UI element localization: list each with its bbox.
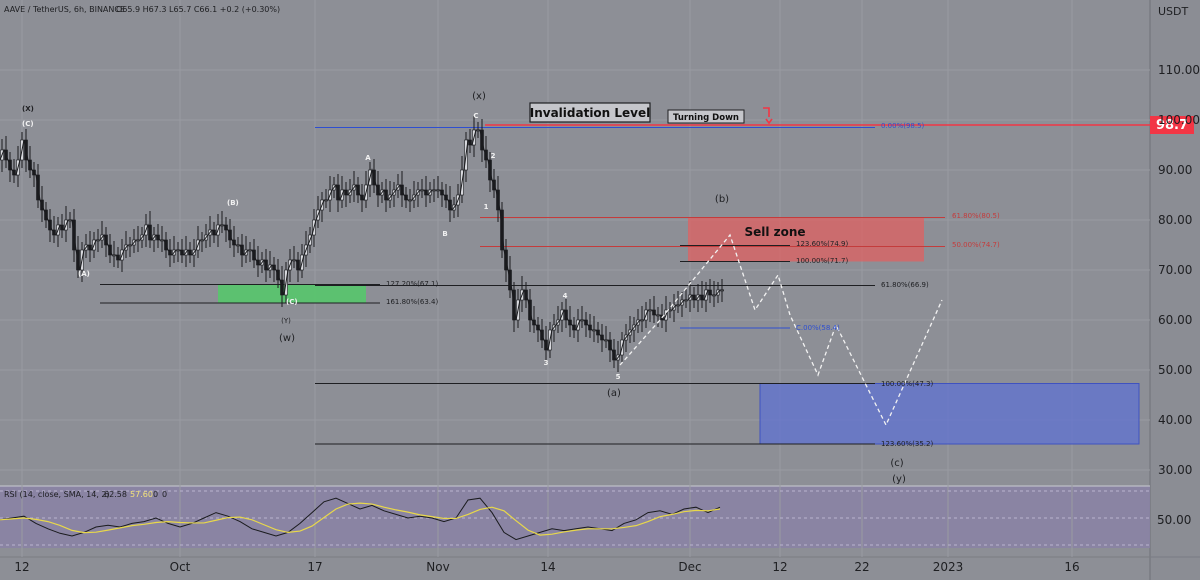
x-tick-label: 2023 (933, 560, 964, 574)
last-price-value: 98.7 (1156, 118, 1188, 133)
currency-label: USDT (1158, 5, 1189, 18)
wave-label-w: (w) (279, 333, 295, 344)
y-tick-label: 50.00 (1158, 363, 1192, 377)
y-tick-label: 40.00 (1158, 413, 1192, 427)
x-tick-label: Oct (170, 560, 191, 574)
y-axis-ticks: 110.00 100.00 90.00 80.00 70.00 60.00 50.00 40.… (1158, 63, 1200, 477)
wave-label-c: C (473, 112, 478, 120)
fib-label-1272: 127.20%(67.1) (386, 280, 438, 288)
wave-label-1: 1 (484, 203, 489, 211)
down-arrow-icon (763, 107, 773, 125)
wave-label-3: 3 (544, 359, 549, 367)
x-tick-label: Dec (678, 560, 701, 574)
turning-down-box (667, 109, 745, 124)
wave-label-x-left: (X) (22, 105, 34, 113)
y-tick-label: 80.00 (1158, 213, 1192, 227)
projection-path (619, 233, 943, 427)
y-tick-label: 60.00 (1158, 313, 1192, 327)
x-tick-label: Nov (426, 560, 449, 574)
rsi-tick: 50.00 (1157, 513, 1191, 527)
wave-label-c-small: (c) (890, 458, 903, 469)
price-axis-panel (1150, 0, 1200, 580)
last-price-tag (1150, 116, 1194, 134)
fib-label-1618: 161.80%(63.4) (386, 298, 438, 306)
wave-label-c-low: (C) (286, 298, 298, 306)
wave-label-a-paren: (A) (78, 270, 90, 278)
rsi-ma-line (0, 502, 721, 536)
fib-label-0: 0.00%(98.5) (881, 122, 925, 130)
fib-label-1236-352: 123.60%(35.2) (881, 440, 933, 448)
symbol-title: AAVE / TetherUS, 6h, BINANCE (4, 5, 125, 14)
rsi-label: RSI (14, close, SMA, 14, 2) (4, 490, 110, 499)
turning-down-label: Turning Down (673, 113, 739, 123)
x-tick-label: 22 (854, 560, 869, 574)
fib-label-618-669: 61.80%(66.9) (881, 281, 929, 289)
wave-label-b-paren: (B) (227, 199, 239, 207)
fib-label-100-473: 100.00%(47.3) (881, 380, 933, 388)
fib-label-100-717: 100.00%(71.7) (796, 257, 848, 265)
ohlc-values: O65.9 H67.3 L65.7 C66.1 +0.2 (+0.30%) (116, 5, 280, 14)
wave-label-4: 4 (563, 292, 568, 300)
wave-label-c-left: (C) (22, 120, 34, 128)
wave-label-2: 2 (491, 152, 496, 160)
wave-label-a-small: (a) (607, 388, 621, 399)
sell-zone-box (688, 217, 924, 262)
wave-label-5: 5 (616, 373, 621, 381)
wave-label-b: B (442, 230, 447, 238)
x-tick-label: 14 (540, 560, 555, 574)
wave-label-y-low: (Y) (281, 317, 291, 325)
y-tick-label: 90.00 (1158, 163, 1192, 177)
green-zone-box (218, 284, 366, 303)
rsi-value-3: 0 (153, 490, 158, 499)
x-tick-label: 12 (772, 560, 787, 574)
invalidation-label: Invalidation Level (530, 106, 651, 120)
rsi-value-4: 0 (162, 490, 167, 499)
wave-label-y-small: (y) (892, 474, 906, 485)
wave-label-x-top: (x) (472, 91, 486, 102)
rsi-ma-value: 57.60 (130, 490, 153, 499)
y-tick-label: 70.00 (1158, 263, 1192, 277)
wave-label-a: A (365, 154, 371, 162)
fib-label-618-805: 61.80%(80.5) (952, 212, 1000, 220)
y-tick-label: 30.00 (1158, 463, 1192, 477)
price-line (0, 129, 724, 361)
x-axis-ticks: 12 Oct 17 Nov 14 Dec 12 22 2023 16 (14, 560, 1079, 574)
x-tick-label: 12 (14, 560, 29, 574)
fib-label-1236-749: 123.60%(74.9) (796, 240, 848, 248)
x-tick-label: 16 (1064, 560, 1079, 574)
target-zone-box (759, 383, 1140, 445)
x-tick-label: 17 (307, 560, 322, 574)
sell-zone-label: Sell zone (744, 225, 805, 239)
rsi-value: 62.58 (104, 490, 127, 499)
y-tick-label: 100.00 (1158, 113, 1200, 127)
invalidation-box (529, 102, 651, 123)
fib-label-c584: C.00%(58.4) (796, 324, 840, 332)
wave-label-b-small: (b) (715, 194, 729, 205)
fib-label-50: 50.00%(74.7) (952, 241, 1000, 249)
rsi-panel (0, 486, 1150, 548)
y-tick-label: 110.00 (1158, 63, 1200, 77)
